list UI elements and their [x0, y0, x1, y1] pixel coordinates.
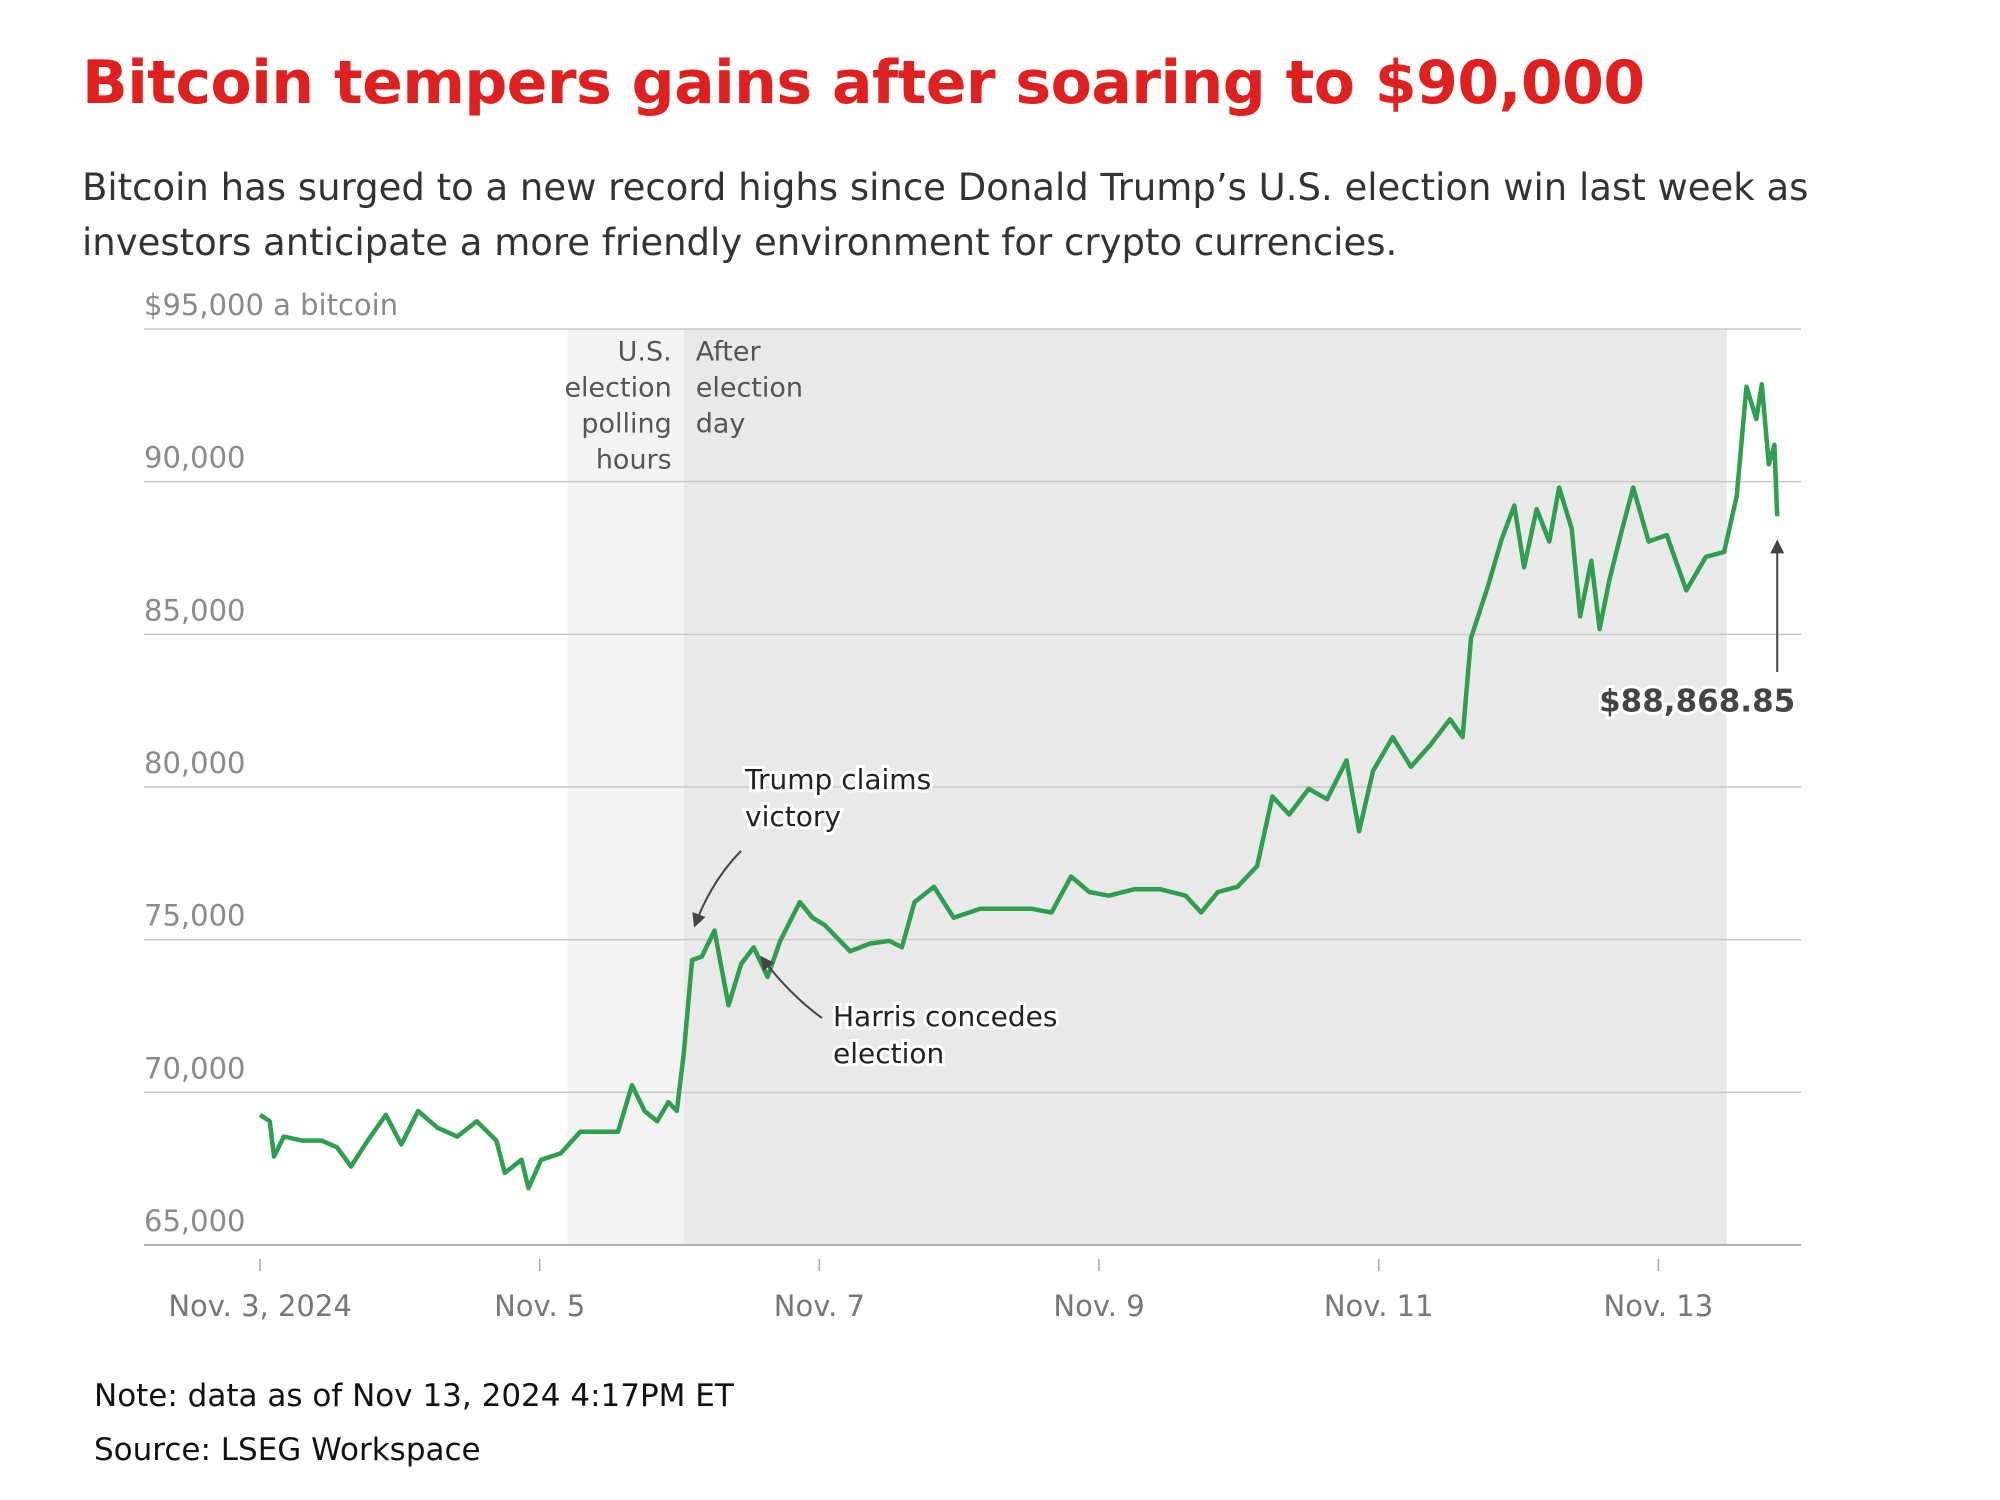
annotation-arrow [760, 955, 823, 1019]
y-tick-label: 85,000 [144, 593, 245, 627]
region-label: After [696, 337, 762, 368]
region-label: hours [596, 445, 672, 476]
x-tick-label: Nov. 11 [1324, 1289, 1434, 1323]
x-tick-label: Nov. 7 [774, 1289, 865, 1323]
price-line [258, 382, 1780, 1191]
value-label: $88,868.85 [1599, 684, 1795, 720]
chart: 65,000 70,000 75,000 80,000 85,000 90,000 $95,… [144, 288, 1801, 1323]
annotation: Harris concedes [833, 1000, 1058, 1033]
x-tick-label: Nov. 3, 2024 [168, 1289, 351, 1323]
y-tick-label: $95,000 a bitcoin [144, 288, 398, 322]
y-tick-label: 75,000 [144, 899, 245, 933]
chart-title: Bitcoin tempers gains after soaring to $… [82, 48, 1645, 118]
source: Source: LSEG Workspace [94, 1432, 481, 1468]
annotation: Trump claims [744, 763, 931, 796]
y-tick-label: 90,000 [144, 441, 245, 475]
annotation: election [833, 1037, 944, 1070]
chart-subtitle: Bitcoin has surged to a new record highs… [82, 166, 1809, 264]
y-tick-label: 80,000 [144, 746, 245, 780]
region-label: election [696, 373, 803, 404]
y-tick-label: 70,000 [144, 1051, 245, 1085]
region-label: day [696, 409, 746, 440]
region-label: polling [581, 409, 671, 440]
x-tick-label: Nov. 13 [1604, 1289, 1714, 1323]
annotation-arrow [692, 850, 742, 928]
region-label: U.S. [618, 337, 672, 368]
annotation: victory [745, 800, 841, 833]
note: Note: data as of Nov 13, 2024 4:17PM ET [94, 1378, 734, 1414]
y-tick-label: 65,000 [144, 1204, 245, 1238]
x-tick-label: Nov. 9 [1053, 1289, 1144, 1323]
region-label: election [564, 373, 671, 404]
x-tick-label: Nov. 5 [494, 1289, 585, 1323]
